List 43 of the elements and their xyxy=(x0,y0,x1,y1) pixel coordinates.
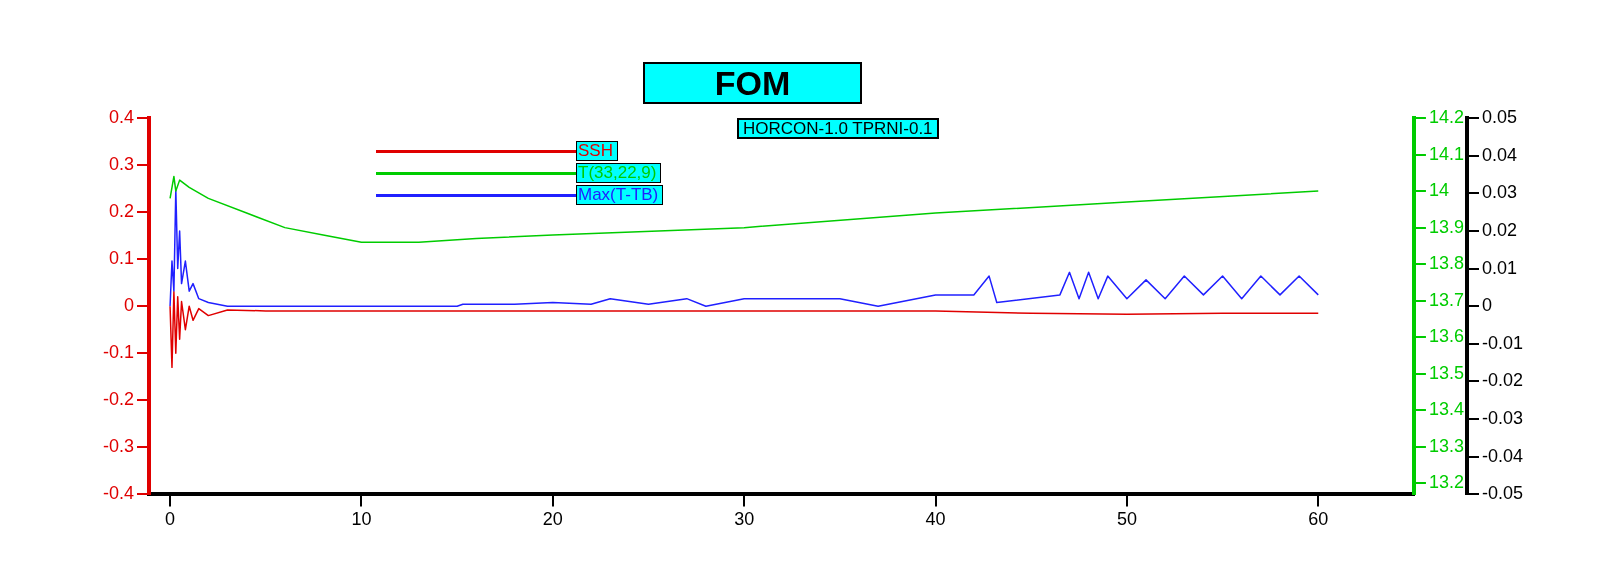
x-tick-label: 60 xyxy=(1308,509,1329,530)
y3-tick-label: 0.05 xyxy=(1481,106,1518,127)
x-tick-label: 40 xyxy=(925,509,946,530)
chart-title: FOM xyxy=(643,62,862,104)
y2-tick-label: 13.7 xyxy=(1428,289,1464,310)
y3-tick-label: -0.01 xyxy=(1481,332,1523,353)
x-tick-label: 20 xyxy=(542,509,563,530)
y-tick-label: -0.3 xyxy=(102,436,135,457)
y-tick-label: 0.4 xyxy=(108,106,135,127)
y2-tick-label: 13.5 xyxy=(1428,362,1464,383)
y3-tick-label: 0.02 xyxy=(1481,219,1518,240)
y2-tick-label: 14.2 xyxy=(1428,106,1464,127)
y2-tick-label: 13.3 xyxy=(1428,435,1464,456)
y-tick-label: -0.4 xyxy=(102,483,135,504)
y2-tick-label: 13.9 xyxy=(1428,216,1464,237)
y-tick-label: 0.3 xyxy=(108,154,135,175)
legend-item: T(33,22,9) xyxy=(376,162,664,184)
y2-tick-label: 14.1 xyxy=(1428,143,1464,164)
legend-item: SSH xyxy=(376,140,664,162)
y3-tick-label: 0 xyxy=(1481,295,1492,316)
y2-tick-label: 13.8 xyxy=(1428,253,1464,274)
y-tick-label: 0.1 xyxy=(108,248,135,269)
y3-tick-label: -0.05 xyxy=(1481,483,1523,504)
y3-tick-label: -0.03 xyxy=(1481,408,1523,429)
y3-tick-label: 0.01 xyxy=(1481,257,1518,278)
x-tick-label: 30 xyxy=(734,509,755,530)
y3-tick-label: 0.04 xyxy=(1481,144,1518,165)
y2-tick-label: 13.6 xyxy=(1428,326,1464,347)
y2-tick-label: 14 xyxy=(1428,180,1449,201)
y-tick-label: -0.1 xyxy=(102,342,135,363)
chart-subtitle: HORCON-1.0 TPRNI-0.1 xyxy=(737,118,939,139)
x-tick-label: 10 xyxy=(351,509,372,530)
y2-tick-label: 13.2 xyxy=(1428,472,1464,493)
y2-tick-label: 13.4 xyxy=(1428,399,1464,420)
y-tick-label: -0.2 xyxy=(102,389,135,410)
y3-tick-label: -0.02 xyxy=(1481,370,1523,391)
y-tick-label: 0.2 xyxy=(108,201,135,222)
y3-tick-label: -0.04 xyxy=(1481,445,1523,466)
x-tick-label: 0 xyxy=(165,509,176,530)
x-tick-label: 50 xyxy=(1116,509,1137,530)
y3-tick-label: 0.03 xyxy=(1481,182,1518,203)
y-tick-label: 0 xyxy=(124,295,135,316)
legend-item: Max(T-TB) xyxy=(376,184,664,206)
